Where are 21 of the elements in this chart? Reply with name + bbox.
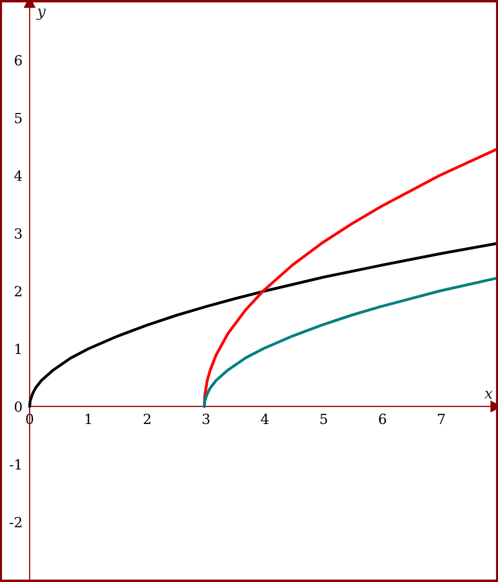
x-tick-label: 7 xyxy=(438,414,445,424)
y-tick-label: 4 xyxy=(14,170,22,181)
line-series xyxy=(202,148,496,408)
x-axis-title: x xyxy=(484,390,493,399)
x-tick-label: 6 xyxy=(379,414,386,424)
y-tick-label: 6 xyxy=(14,55,22,66)
x-tick-label: 5 xyxy=(320,414,328,424)
x-tick-label: 4 xyxy=(260,414,269,424)
y-axis-title: y xyxy=(36,8,46,20)
y-tick-label: 1 xyxy=(16,344,21,354)
x-tick-label: 1 xyxy=(86,414,91,424)
x-tick-label: 3 xyxy=(202,414,210,424)
line-series xyxy=(202,276,496,408)
y-tick-label: -1 xyxy=(10,459,21,470)
x-tick-label: 2 xyxy=(144,414,150,424)
y-tick-label: 3 xyxy=(14,228,22,239)
y-tick-label: 5 xyxy=(15,112,22,124)
y-tick-label: 2 xyxy=(14,286,22,296)
line-series xyxy=(28,242,496,408)
y-tick-label: 0 xyxy=(14,401,22,412)
y-tick-label: -2 xyxy=(10,516,22,528)
